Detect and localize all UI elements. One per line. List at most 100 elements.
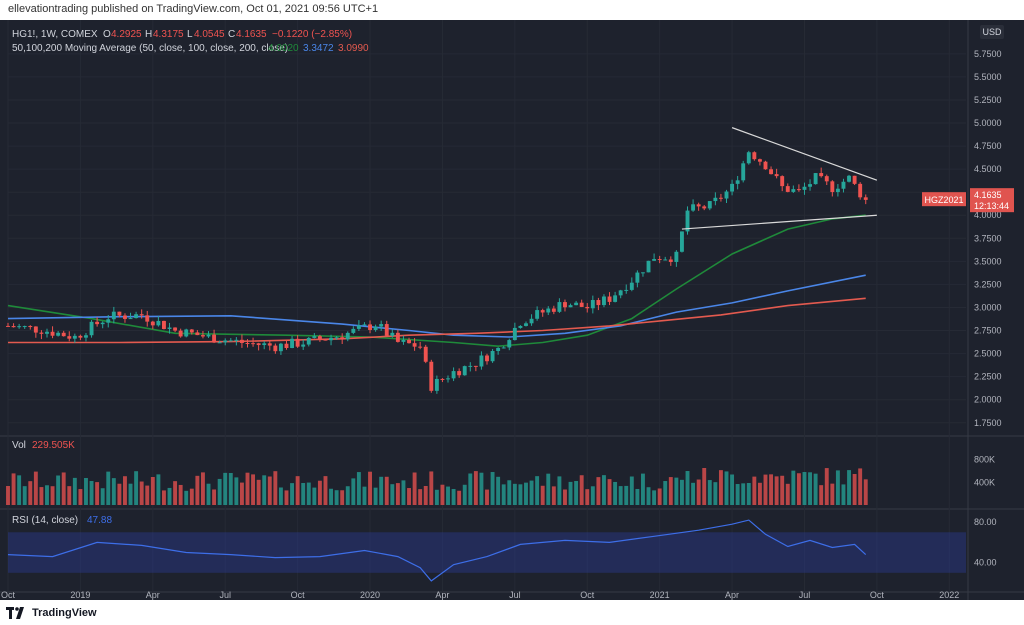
ma-line-ma100 — [7, 274, 866, 338]
volume-bar — [774, 476, 779, 505]
currency-label: USD — [982, 27, 1002, 37]
candle-body — [72, 335, 77, 339]
candle-body — [557, 302, 562, 312]
volume-bar — [167, 487, 172, 505]
volume-bar — [178, 484, 183, 505]
volume-bar — [217, 478, 222, 505]
candle-body — [351, 328, 356, 333]
volume-bar — [17, 475, 22, 505]
volume-bar — [72, 477, 77, 505]
volume-bar — [529, 480, 534, 505]
candle-body — [635, 272, 640, 283]
candle-body — [718, 197, 723, 199]
volume-bar — [457, 490, 462, 505]
candle-body — [334, 337, 339, 339]
price-tick-label: 5.2500 — [974, 95, 1002, 105]
trendline-lower — [681, 214, 877, 230]
rsi-layer — [7, 519, 966, 582]
candle-body — [808, 184, 812, 187]
candle-body — [284, 343, 289, 349]
volume-bar — [395, 483, 400, 505]
volume-bar — [212, 489, 217, 505]
chart-frame[interactable]: 5.75005.50005.25005.00004.75004.50004.25… — [0, 20, 1024, 600]
volume-bar — [256, 479, 261, 505]
candle-body — [741, 163, 746, 181]
currency-badge[interactable] — [980, 25, 1004, 39]
volume-bar — [473, 471, 478, 505]
candle-body — [301, 344, 306, 347]
volume-bar — [863, 479, 868, 505]
rsi-tick-label: 40.00 — [974, 558, 997, 568]
volume-bar — [278, 487, 283, 505]
candle-body — [178, 330, 183, 337]
volume-bar — [785, 483, 790, 505]
price-tick-label: 4.5000 — [974, 164, 1002, 174]
candle-body — [752, 152, 757, 160]
price-tick-label: 3.2500 — [974, 279, 1002, 289]
volume-bar — [757, 482, 762, 505]
volume-bar — [707, 480, 712, 505]
volume-bar — [808, 472, 812, 505]
price-tick-label: 1.7500 — [974, 418, 1002, 428]
volume-bar — [100, 488, 105, 505]
price-tick-label: 5.0000 — [974, 118, 1002, 128]
candle-body — [206, 334, 211, 337]
candle-body — [568, 305, 573, 308]
time-tick-label: Apr — [435, 590, 449, 600]
volume-bar — [245, 472, 250, 505]
candle-body — [368, 324, 372, 330]
volume-bar — [563, 489, 567, 505]
candle-body — [507, 340, 512, 348]
volume-bar — [267, 476, 272, 505]
candle-body — [50, 331, 55, 336]
candle-body — [763, 161, 768, 170]
volume-bar — [696, 479, 701, 505]
candle-body — [780, 176, 785, 187]
volume-tick-label: 800K — [974, 455, 995, 465]
volume-bar — [206, 483, 211, 505]
time-tick-label: Jul — [219, 590, 231, 600]
candle-body — [479, 355, 484, 367]
candle-body — [150, 321, 155, 326]
candle-body — [407, 339, 411, 344]
candle-body — [262, 343, 267, 346]
candle-body — [251, 343, 256, 345]
candle-body — [652, 259, 657, 261]
candle-body — [434, 378, 439, 391]
time-tick-label: 2020 — [360, 590, 380, 600]
publisher-line: ellevationtrading published on TradingVi… — [8, 3, 379, 15]
candle-body — [418, 346, 423, 348]
volume-bar — [368, 471, 372, 505]
volume-bar — [228, 473, 233, 505]
candle-body — [317, 336, 322, 340]
volume-bar — [200, 472, 205, 505]
volume-bar — [796, 473, 801, 505]
close-label: C — [228, 29, 235, 40]
candle-body — [524, 323, 528, 326]
candle-body — [17, 326, 22, 328]
candle-body — [429, 361, 434, 391]
volume-bar — [95, 482, 100, 505]
volume-bar — [412, 472, 417, 505]
volume-bar — [284, 490, 289, 505]
volume-bar — [763, 474, 768, 505]
high-value: 4.3175 — [153, 29, 184, 40]
candle-body — [501, 347, 506, 349]
time-tick-label: Oct — [580, 590, 595, 600]
candle-body — [362, 324, 367, 326]
candle-body — [67, 336, 72, 339]
volume-bar — [847, 470, 851, 505]
candle-body — [306, 337, 311, 345]
candle-body — [696, 204, 701, 207]
volume-bar — [162, 490, 166, 505]
volume-bar — [674, 477, 679, 505]
volume-bar — [579, 475, 584, 505]
candle-body — [390, 332, 395, 336]
volume-bar — [802, 471, 807, 505]
candle-body — [757, 159, 762, 162]
chart-svg[interactable]: 5.75005.50005.25005.00004.75004.50004.25… — [0, 20, 1024, 600]
volume-tick-label: 400K — [974, 477, 995, 487]
moving-average-layer — [7, 214, 866, 348]
tradingview-logo-icon — [6, 607, 24, 619]
volume-bar — [607, 479, 612, 505]
